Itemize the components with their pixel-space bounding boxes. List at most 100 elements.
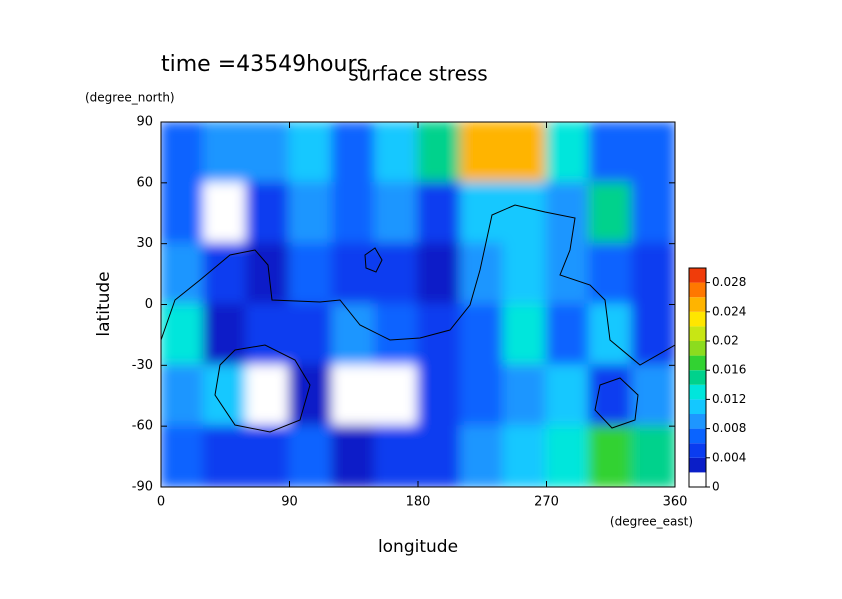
- chart-subtitle: time =43549hours: [161, 52, 368, 77]
- cell: [502, 303, 548, 367]
- cell: [374, 242, 419, 306]
- colorbar-tick-label: 0.028: [712, 275, 746, 289]
- cell: [588, 122, 634, 184]
- x-tick-label: 180: [406, 495, 431, 510]
- colorbar-swatch: [689, 282, 706, 298]
- cell: [545, 364, 591, 428]
- colorbar-swatch: [689, 414, 706, 429]
- cell: [502, 181, 548, 245]
- cell: [245, 364, 291, 428]
- colorbar-tick-label: 0.012: [712, 392, 746, 406]
- cell: [459, 122, 505, 184]
- cell: [417, 364, 462, 428]
- cell: [245, 425, 291, 487]
- coastline: [214, 344, 311, 433]
- cell: [202, 425, 248, 487]
- x-tick-label: 270: [534, 495, 559, 510]
- cell: [331, 181, 377, 245]
- colorbar-tick-label: 0.024: [712, 304, 746, 318]
- cell: [161, 425, 205, 487]
- cell: [374, 425, 419, 487]
- colorbar-swatch: [689, 355, 706, 371]
- cell: [588, 303, 634, 367]
- cell: [631, 303, 675, 367]
- cell: [288, 242, 334, 306]
- cell: [161, 364, 205, 428]
- cell: [459, 425, 505, 487]
- colorbar-frame: [688, 267, 707, 488]
- coastlines: [161, 204, 675, 433]
- cell: [245, 122, 291, 184]
- cell: [502, 122, 548, 184]
- x-axis-label: longitude: [378, 537, 458, 557]
- cell: [631, 364, 675, 428]
- cell: [631, 122, 675, 184]
- colorbar-swatch: [689, 399, 706, 414]
- cell: [502, 242, 548, 306]
- cell: [588, 364, 634, 428]
- cell: [545, 303, 591, 367]
- cell: [245, 242, 291, 306]
- cell: [374, 122, 419, 184]
- y-tick-label: 60: [136, 175, 153, 190]
- cell: [631, 425, 675, 487]
- cell: [502, 364, 548, 428]
- cell: [161, 122, 205, 184]
- cell: [417, 181, 462, 245]
- cell: [161, 303, 205, 367]
- cell: [202, 122, 248, 184]
- cell: [331, 364, 377, 428]
- cell: [374, 364, 419, 428]
- cell: [331, 425, 377, 487]
- cell: [288, 122, 334, 184]
- cell: [374, 181, 419, 245]
- cell: [545, 242, 591, 306]
- y-tick-label: 30: [136, 236, 153, 251]
- cell: [161, 181, 205, 245]
- colorbar-swatch: [689, 326, 706, 341]
- cell: [331, 122, 377, 184]
- cell: [631, 242, 675, 306]
- x-tick-label: 360: [663, 495, 688, 510]
- cell: [631, 181, 675, 245]
- cell: [459, 364, 505, 428]
- cell: [459, 242, 505, 306]
- cell: [245, 303, 291, 367]
- colorbar-swatch: [689, 297, 706, 312]
- cell: [459, 303, 505, 367]
- colorbar-swatch: [689, 384, 706, 400]
- cell: [545, 122, 591, 184]
- cell: [374, 303, 419, 367]
- cell: [202, 242, 248, 306]
- y-axis-label: latitude: [94, 271, 114, 336]
- colorbar-swatch: [689, 428, 706, 444]
- colorbar-swatch: [689, 341, 706, 356]
- cell: [202, 364, 248, 428]
- y-tick-label: -60: [132, 419, 153, 434]
- y-tick-label: -30: [132, 358, 153, 373]
- cell: [588, 242, 634, 306]
- cell: [417, 122, 462, 184]
- y-tick-label: 90: [136, 115, 153, 130]
- cell: [161, 242, 205, 306]
- cell: [245, 181, 291, 245]
- cell: [331, 303, 377, 367]
- x-tick-label: 0: [157, 495, 165, 510]
- y-tick-label: -90: [132, 480, 153, 495]
- plot-frame: [160, 121, 676, 488]
- coastline: [594, 377, 639, 429]
- colorbar-tick-label: 0: [712, 480, 720, 494]
- cell: [288, 181, 334, 245]
- cell: [288, 425, 334, 487]
- coastline: [161, 204, 675, 366]
- colorbar-swatch: [689, 370, 706, 385]
- cell: [417, 425, 462, 487]
- cell: [288, 364, 334, 428]
- cell: [545, 425, 591, 487]
- colorbar-tick-label: 0.004: [712, 450, 746, 464]
- cell: [588, 181, 634, 245]
- cell: [331, 242, 377, 306]
- cell: [588, 425, 634, 487]
